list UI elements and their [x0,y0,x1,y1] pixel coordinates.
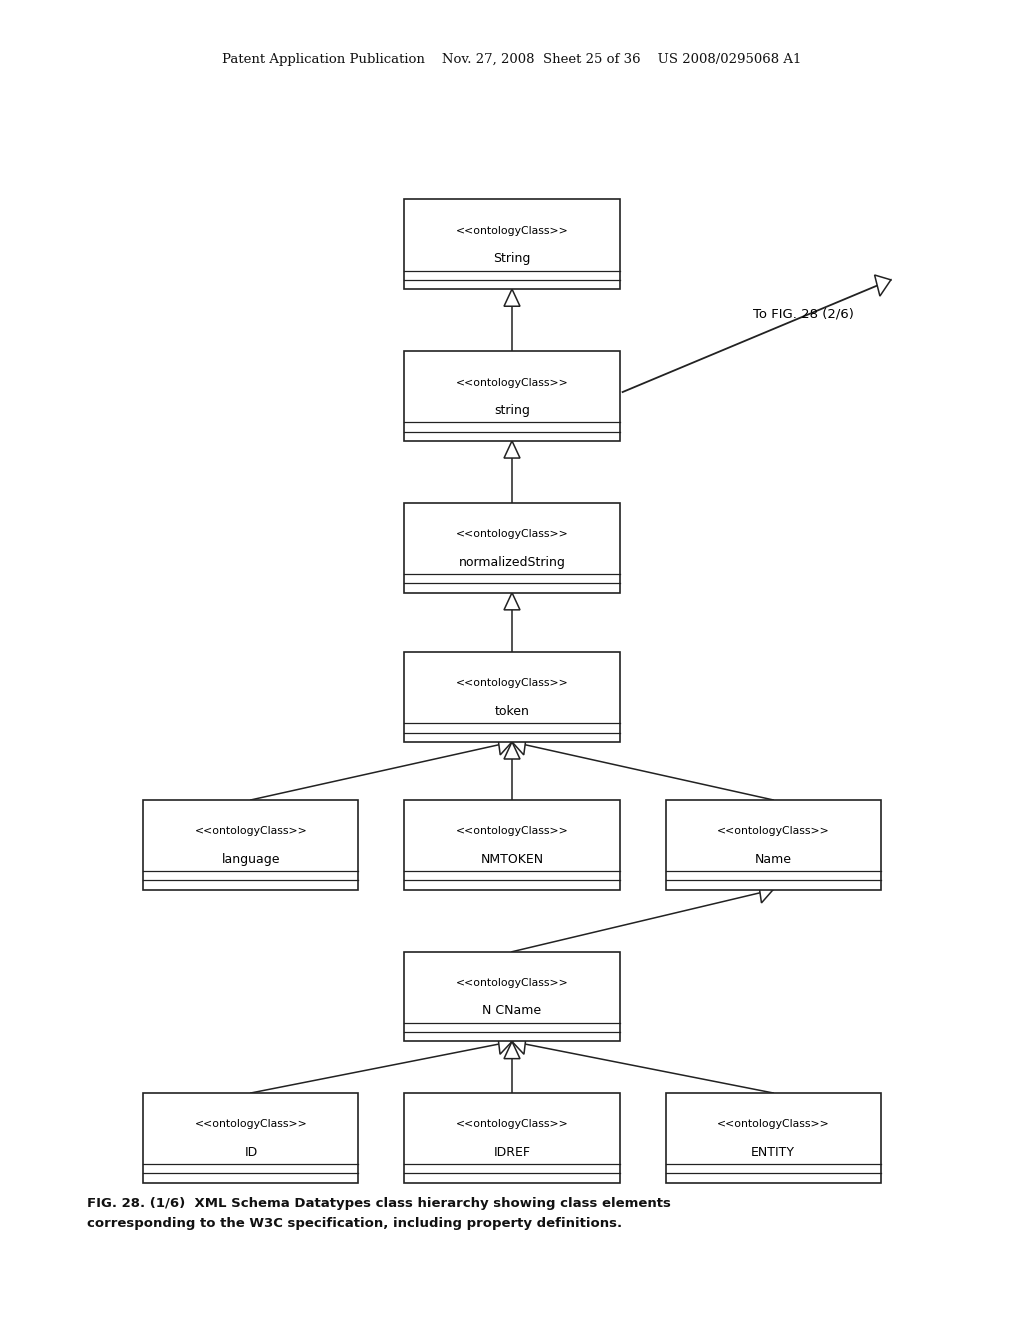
Text: <<ontologyClass>>: <<ontologyClass>> [456,226,568,236]
Bar [143,1093,358,1183]
Bar [143,800,358,890]
Polygon shape [759,883,773,903]
Bar [666,800,881,890]
Text: <<ontologyClass>>: <<ontologyClass>> [456,678,568,689]
Text: IDREF: IDREF [494,1146,530,1159]
Polygon shape [504,742,520,759]
Text: ENTITY: ENTITY [752,1146,795,1159]
Text: <<ontologyClass>>: <<ontologyClass>> [456,826,568,837]
Text: <<ontologyClass>>: <<ontologyClass>> [456,378,568,388]
Text: corresponding to the W3C specification, including property definitions.: corresponding to the W3C specification, … [87,1217,623,1230]
Text: N CName: N CName [482,1005,542,1018]
Polygon shape [498,1034,512,1055]
Bar [404,952,620,1041]
Text: <<ontologyClass>>: <<ontologyClass>> [195,1119,307,1130]
Bar [404,503,620,593]
Text: token: token [495,705,529,718]
Polygon shape [504,1041,520,1059]
Text: To FIG. 28 (2/6): To FIG. 28 (2/6) [753,308,854,321]
Text: String: String [494,252,530,265]
Text: <<ontologyClass>>: <<ontologyClass>> [195,826,307,837]
Polygon shape [498,735,512,755]
Text: <<ontologyClass>>: <<ontologyClass>> [456,1119,568,1130]
Text: <<ontologyClass>>: <<ontologyClass>> [717,826,829,837]
Bar [404,199,620,289]
Text: <<ontologyClass>>: <<ontologyClass>> [717,1119,829,1130]
Polygon shape [512,735,526,755]
Text: string: string [494,404,530,417]
Polygon shape [504,441,520,458]
Bar [404,652,620,742]
Bar [404,800,620,890]
Text: language: language [221,853,281,866]
Polygon shape [512,1034,526,1055]
Polygon shape [874,275,891,296]
Text: <<ontologyClass>>: <<ontologyClass>> [456,978,568,989]
Bar [404,351,620,441]
Text: normalizedString: normalizedString [459,556,565,569]
Text: ID: ID [245,1146,257,1159]
Polygon shape [504,593,520,610]
Bar [404,1093,620,1183]
Text: <<ontologyClass>>: <<ontologyClass>> [456,529,568,540]
Polygon shape [504,289,520,306]
Bar [666,1093,881,1183]
Text: Name: Name [755,853,792,866]
Text: Patent Application Publication    Nov. 27, 2008  Sheet 25 of 36    US 2008/02950: Patent Application Publication Nov. 27, … [222,53,802,66]
Text: FIG. 28. (1/6)  XML Schema Datatypes class hierarchy showing class elements: FIG. 28. (1/6) XML Schema Datatypes clas… [87,1197,671,1210]
Text: NMTOKEN: NMTOKEN [480,853,544,866]
